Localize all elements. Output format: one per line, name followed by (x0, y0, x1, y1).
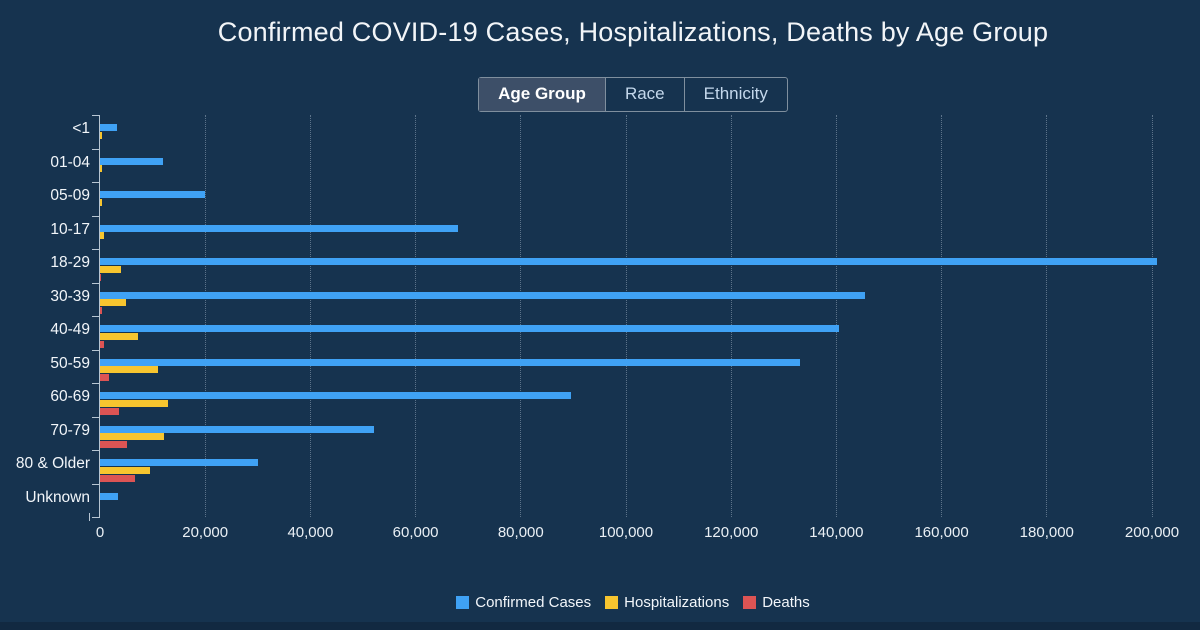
bar-confirmed-cases[interactable] (100, 459, 258, 466)
bar-hospitalizations[interactable] (100, 165, 103, 173)
legend-item-deaths[interactable]: Deaths (743, 594, 810, 611)
x-axis-tick-label: 160,000 (914, 524, 969, 541)
tab-bar: Age Group Race Ethnicity (66, 77, 1200, 112)
x-axis-tick-label: 200,000 (1124, 524, 1180, 541)
legend-item-hospitalizations[interactable]: Hospitalizations (605, 594, 729, 611)
legend-swatch (605, 596, 619, 609)
bar-confirmed-cases[interactable] (100, 124, 117, 131)
bar-hospitalizations[interactable] (100, 299, 127, 307)
bar-deaths[interactable] (100, 374, 109, 382)
tab-race[interactable]: Race (604, 78, 684, 111)
legend-item-label: Hospitalizations (624, 594, 730, 611)
tab-ethnicity[interactable]: Ethnicity (683, 78, 787, 111)
y-axis-tick (92, 182, 99, 183)
bar-hospitalizations[interactable] (100, 433, 165, 441)
y-axis-tick (92, 416, 99, 418)
bar-confirmed-cases[interactable] (100, 358, 800, 366)
bar-confirmed-cases[interactable] (100, 258, 1158, 265)
gridline (204, 115, 206, 517)
legend-swatch (456, 596, 470, 609)
gridline (309, 115, 311, 517)
bar-hospitalizations[interactable] (100, 332, 139, 340)
y-axis-label: 01-04 (50, 153, 90, 171)
x-axis-tick-label: 120,000 (704, 524, 759, 541)
y-axis-label: 40-49 (50, 321, 90, 338)
y-axis-label: 10-17 (50, 220, 90, 238)
bar-confirmed-cases[interactable] (100, 325, 840, 332)
y-axis-tick (92, 148, 99, 150)
bar-hospitalizations[interactable] (100, 131, 102, 139)
legend: Confirmed Cases Hospitalizations Deaths (66, 594, 1200, 611)
bar-confirmed-cases[interactable] (100, 492, 119, 500)
gridline (941, 115, 943, 517)
gridline (520, 115, 522, 517)
bar-confirmed-cases[interactable] (100, 191, 206, 198)
y-axis-tick (92, 483, 99, 485)
y-axis-tick (92, 450, 99, 451)
y-axis-tick (92, 316, 99, 317)
x-axis-tick-label: 100,000 (598, 524, 654, 541)
x-axis-tick-label: 0 (95, 524, 105, 541)
y-axis-line (99, 115, 100, 518)
y-axis-tick (92, 215, 99, 217)
x-axis-tick-label: 20,000 (182, 524, 229, 541)
y-axis-tick (92, 517, 99, 518)
bar-deaths[interactable] (100, 441, 127, 449)
y-axis-label: 50-59 (50, 354, 90, 372)
x-axis-tick-label: 60,000 (392, 524, 439, 541)
legend-swatch (743, 596, 757, 609)
bar-confirmed-cases[interactable] (100, 224, 458, 232)
y-axis-label: 80 & Older (15, 455, 90, 472)
bar-deaths[interactable] (100, 474, 136, 482)
y-axis-tick (92, 282, 99, 284)
bar-confirmed-cases[interactable] (100, 291, 866, 299)
gridline (625, 115, 627, 517)
bar-deaths[interactable] (100, 340, 105, 348)
x-axis-tick-label: 140,000 (809, 524, 864, 541)
y-axis-tick (92, 115, 99, 116)
y-axis-label: 18-29 (50, 254, 90, 271)
bar-confirmed-cases[interactable] (100, 392, 571, 399)
gridline (730, 115, 732, 517)
bar-deaths[interactable] (100, 307, 103, 315)
bar-confirmed-cases[interactable] (100, 157, 164, 165)
bar-hospitalizations[interactable] (100, 366, 159, 374)
y-axis-label: 70-79 (50, 421, 90, 439)
y-axis-label: 30-39 (50, 287, 90, 305)
bar-hospitalizations[interactable] (100, 265, 121, 273)
bar-hospitalizations[interactable] (100, 466, 150, 474)
legend-item-label: Deaths (762, 594, 810, 611)
tab-group: Age Group Race Ethnicity (478, 77, 788, 112)
x-axis-tick-label: 80,000 (497, 524, 544, 541)
x-axis-tick-label: 180,000 (1019, 524, 1074, 541)
legend-item-confirmed-cases[interactable]: Confirmed Cases (456, 594, 591, 611)
y-axis-label: 60-69 (50, 388, 90, 405)
bar-hospitalizations[interactable] (100, 232, 105, 240)
bar-deaths[interactable] (100, 407, 119, 415)
x-axis-tick-label: 40,000 (287, 524, 334, 541)
bar-deaths[interactable] (100, 273, 101, 281)
gridline (835, 115, 837, 517)
y-axis-label: <1 (72, 120, 90, 137)
y-axis-tick (92, 349, 99, 351)
y-axis-tick (92, 249, 99, 250)
y-axis-label: 05-09 (50, 187, 90, 204)
chart-title: Confirmed COVID-19 Cases, Hospitalizatio… (217, 17, 1049, 47)
y-axis-tick (92, 383, 99, 384)
legend-item-label: Confirmed Cases (475, 594, 592, 611)
y-axis-label: Unknown (25, 488, 90, 506)
bar-hospitalizations[interactable] (100, 198, 103, 206)
gridline (1151, 115, 1153, 517)
bar-confirmed-cases[interactable] (100, 425, 374, 433)
bar-hospitalizations[interactable] (100, 399, 169, 407)
x-axis-corner-stub (89, 513, 90, 521)
gridline (1046, 115, 1048, 517)
gridline (415, 115, 417, 517)
tab-age-group[interactable]: Age Group (479, 78, 605, 111)
